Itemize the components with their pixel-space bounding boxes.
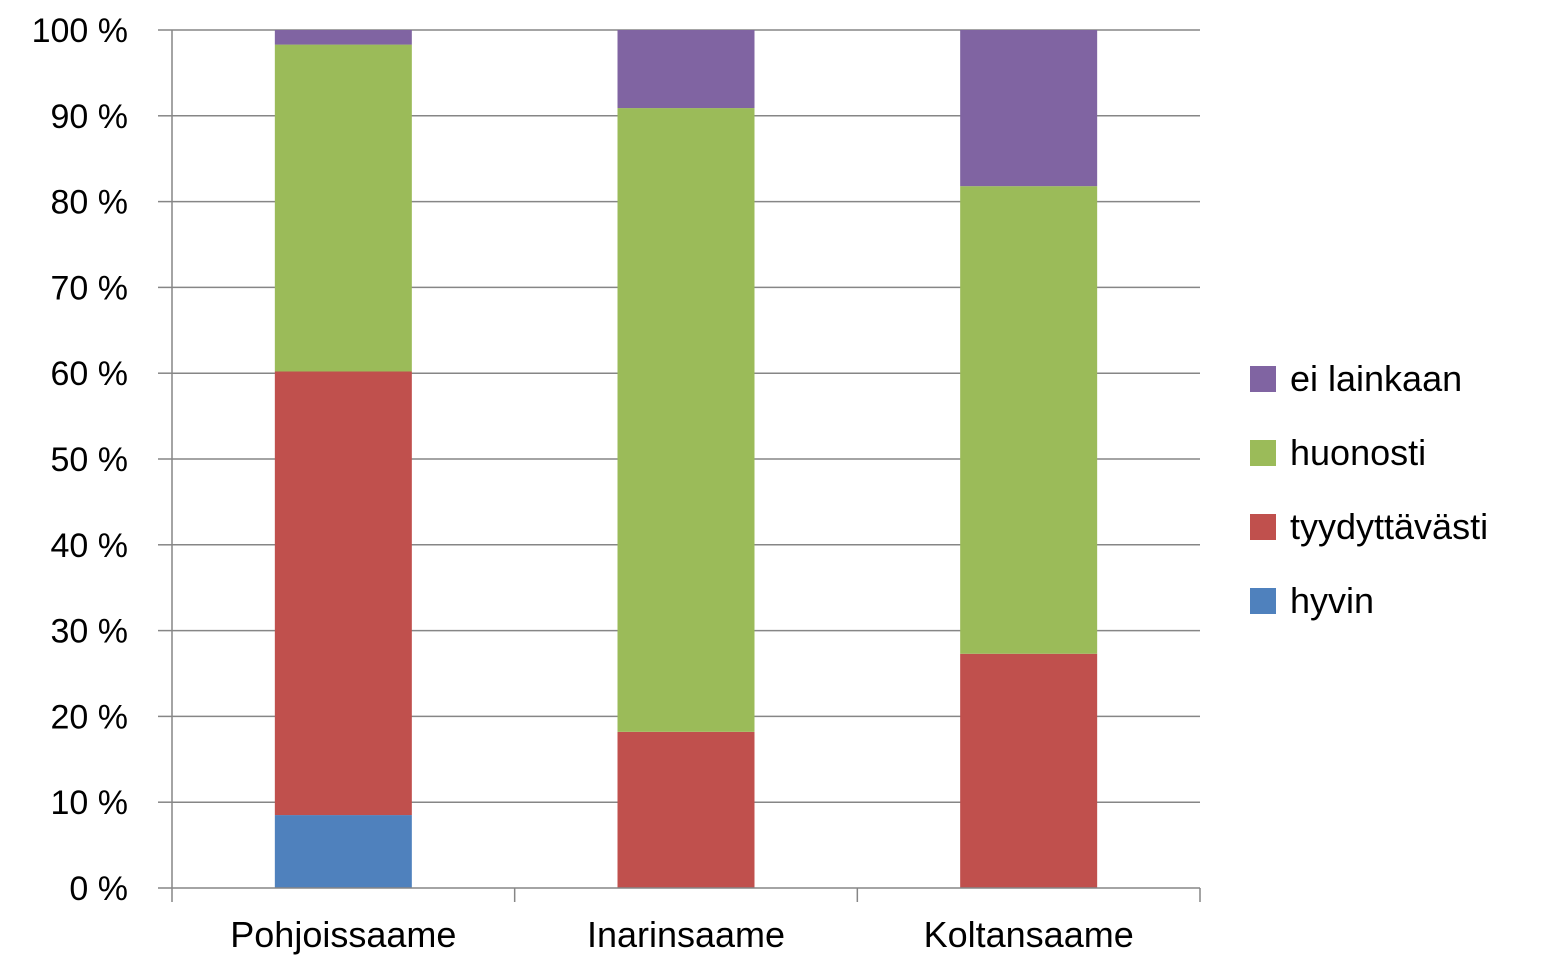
y-axis-tick-label: 100 % xyxy=(32,12,128,50)
y-axis-tick-label: 90 % xyxy=(51,98,129,136)
bar-segment-huonosti xyxy=(617,108,755,732)
bar-segment-tyydyttävästi xyxy=(960,653,1098,888)
x-axis-category-label: Pohjoissaame xyxy=(230,914,456,955)
x-axis-category-label: Koltansaame xyxy=(924,914,1134,955)
bar-segment-tyydyttävästi xyxy=(274,371,412,816)
bar-segment-ei-lainkaan xyxy=(617,30,755,109)
bar-segment-huonosti xyxy=(274,44,412,372)
bar-segment-hyvin xyxy=(274,815,412,888)
legend-label: huonosti xyxy=(1290,432,1426,473)
y-axis-tick-label: 40 % xyxy=(51,527,129,565)
y-axis-tick-label: 60 % xyxy=(51,355,129,393)
y-axis-tick-label: 50 % xyxy=(51,441,129,479)
x-axis-category-label: Inarinsaame xyxy=(587,914,785,955)
x-axis-category-labels: Pohjoissaame Inarinsaame Koltansaame xyxy=(230,914,1133,955)
legend-label: hyvin xyxy=(1290,580,1374,621)
y-axis-tick-label: 10 % xyxy=(51,784,129,822)
axes xyxy=(158,29,1201,902)
y-axis-tick-label: 80 % xyxy=(51,184,129,222)
bars xyxy=(274,30,1098,888)
legend: ei lainkaan huonosti tyydyttävästi hyvin xyxy=(1250,358,1488,621)
y-axis-tick-label: 30 % xyxy=(51,613,129,651)
y-axis-tick-label: 0 % xyxy=(69,870,128,908)
legend-label: tyydyttävästi xyxy=(1290,506,1488,547)
bar-segment-huonosti xyxy=(960,186,1098,654)
legend-swatch xyxy=(1250,440,1276,466)
y-axis-tick-labels: 0 % 10 % 20 % 30 % 40 % 50 % 60 % 70 % 80 % 90 % 1… xyxy=(32,12,128,908)
y-axis-tick-label: 70 % xyxy=(51,269,129,307)
legend-label: ei lainkaan xyxy=(1290,358,1462,399)
legend-swatch xyxy=(1250,514,1276,540)
bar-segment-ei-lainkaan xyxy=(960,30,1098,187)
bar-segment-ei-lainkaan xyxy=(274,30,412,45)
legend-swatch xyxy=(1250,366,1276,392)
legend-swatch xyxy=(1250,588,1276,614)
y-axis-tick-label: 20 % xyxy=(51,698,129,736)
bar-segment-tyydyttävästi xyxy=(617,731,755,888)
